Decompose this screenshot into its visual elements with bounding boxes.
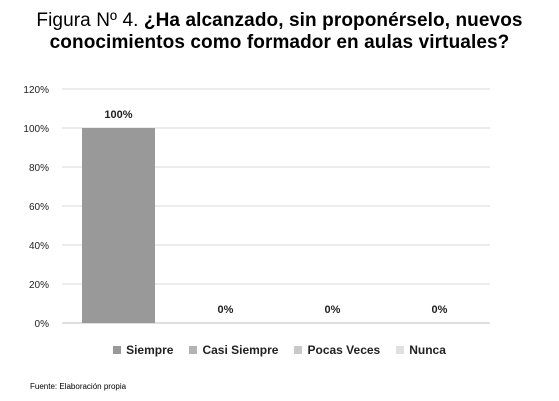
title-line-1: Figura Nº 4. ¿Ha alcanzado, sin proponér… — [0, 10, 559, 32]
y-tick-label: 0% — [35, 319, 50, 330]
legend-label: Siempre — [126, 343, 174, 357]
chart-title: Figura Nº 4. ¿Ha alcanzado, sin proponér… — [0, 10, 559, 54]
source-note: Fuente: Elaboración propia — [30, 382, 127, 391]
legend-swatch — [113, 346, 122, 354]
legend-swatch — [294, 346, 303, 354]
y-tick-label: 80% — [29, 163, 49, 174]
legend-label: Casi Siempre — [202, 343, 279, 357]
y-tick-label: 100% — [23, 124, 49, 135]
title-question-start: ¿Ha alcanzado, sin proponérselo, nuevos — [143, 10, 523, 31]
legend-label: Nunca — [409, 343, 446, 357]
legend-item: Nunca — [396, 343, 446, 357]
legend-swatch — [396, 346, 405, 354]
y-tick-label: 20% — [29, 280, 49, 291]
y-tick-label: 60% — [29, 202, 49, 213]
legend-label: Pocas Veces — [307, 343, 381, 357]
figure-number: Figura Nº 4. — [36, 10, 139, 31]
data-label: 0% — [432, 304, 448, 316]
y-tick-label: 40% — [29, 241, 49, 252]
chart-legend: Siempre Casi Siempre Pocas Veces Nunca — [0, 343, 559, 357]
y-tick-label: 120% — [23, 85, 49, 96]
bar — [82, 128, 155, 323]
legend-item: Casi Siempre — [189, 343, 278, 357]
data-label: 100% — [104, 109, 132, 121]
data-label: 0% — [218, 304, 234, 316]
data-label: 0% — [325, 304, 341, 316]
legend-item: Siempre — [113, 343, 173, 357]
title-line-2: conocimientos como formador en aulas vir… — [49, 32, 510, 53]
legend-swatch — [189, 346, 198, 354]
legend-item: Pocas Veces — [294, 343, 380, 357]
